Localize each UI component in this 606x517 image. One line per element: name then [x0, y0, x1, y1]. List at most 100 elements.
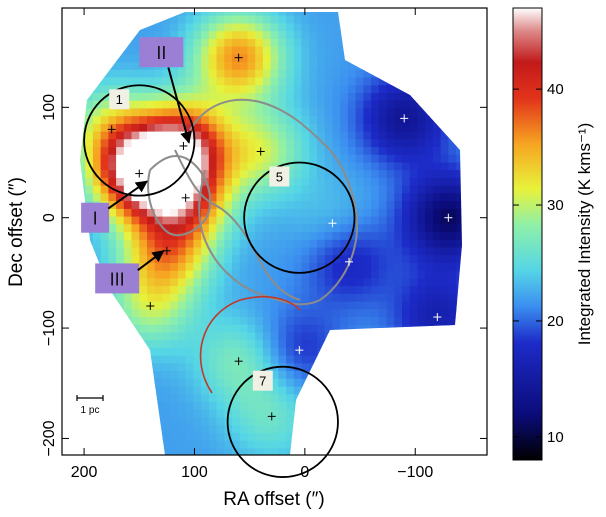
heatmap-cell	[162, 69, 171, 79]
heatmap-cell	[425, 224, 434, 233]
heatmap-cell	[201, 363, 210, 372]
heatmap-cell	[456, 263, 462, 272]
heatmap-cell	[247, 409, 256, 418]
heatmap-cell	[239, 340, 248, 349]
heatmap-cell	[425, 193, 434, 202]
heatmap-cell	[301, 154, 310, 164]
heatmap-cell	[247, 232, 256, 241]
heatmap-cell	[340, 162, 349, 171]
heatmap-cell	[347, 263, 357, 272]
heatmap-cell	[92, 108, 102, 117]
heatmap-cell	[371, 178, 380, 187]
heatmap-cell	[170, 216, 179, 225]
heatmap-cell	[440, 278, 449, 287]
heatmap-cell	[201, 208, 210, 218]
heatmap-cell	[247, 123, 256, 133]
heatmap-cell	[317, 340, 326, 349]
heatmap-cell	[309, 324, 318, 334]
heatmap-cell	[425, 247, 434, 256]
heatmap-cell	[255, 201, 264, 210]
heatmap-cell	[309, 12, 318, 17]
heatmap-cell	[417, 123, 426, 133]
heatmap-cell	[286, 232, 295, 241]
heatmap-cell	[324, 139, 333, 148]
heatmap-cell	[123, 208, 133, 218]
heatmap-cell	[247, 347, 256, 357]
heatmap-cell	[80, 170, 86, 179]
heatmap-cell	[363, 123, 372, 133]
region-arrow	[137, 250, 165, 272]
heatmap-cell	[177, 425, 187, 434]
heatmap-cell	[147, 131, 156, 140]
heatmap-cell	[301, 69, 310, 79]
heatmap-cell	[239, 402, 248, 411]
heatmap-cell	[224, 440, 233, 449]
heatmap-cell	[371, 154, 380, 164]
heatmap-cell	[247, 317, 256, 326]
heatmap-cell	[216, 170, 225, 179]
heatmap-cell	[371, 108, 380, 117]
heatmap-cell	[317, 38, 326, 48]
region-label: I	[93, 209, 98, 229]
heatmap-cell	[208, 123, 218, 133]
heatmap-cell	[80, 178, 86, 187]
heatmap-cell	[224, 108, 233, 117]
heatmap-cell	[208, 440, 218, 449]
heatmap-cell	[371, 116, 380, 125]
heatmap-cell	[216, 62, 225, 71]
heatmap-cell	[448, 201, 457, 210]
heatmap-cell	[270, 108, 279, 117]
heatmap-cell	[371, 170, 380, 179]
heatmap-cell	[371, 239, 380, 249]
heatmap-cell	[216, 38, 225, 48]
heatmap-cell	[409, 139, 418, 148]
heatmap-cell	[347, 270, 357, 279]
heatmap-cell	[139, 85, 148, 94]
heatmap-cell	[185, 355, 194, 364]
y-tick-label: 100	[41, 94, 58, 121]
heatmap-cell	[332, 147, 341, 156]
heatmap-cell	[154, 286, 163, 295]
heatmap-cell	[270, 417, 279, 426]
heatmap-cell	[402, 317, 411, 326]
heatmap-cell	[378, 108, 388, 117]
heatmap-cell	[386, 232, 395, 241]
heatmap-cell	[216, 147, 225, 156]
heatmap-cell	[363, 131, 372, 140]
heatmap-cell	[247, 440, 256, 449]
heatmap-cell	[301, 224, 310, 233]
heatmap-cell	[147, 154, 156, 164]
heatmap-cell	[224, 355, 233, 364]
heatmap-cell	[255, 123, 264, 133]
heatmap-cell	[278, 224, 287, 233]
heatmap-cell	[100, 247, 109, 256]
heatmap-cell	[324, 216, 333, 225]
heatmap-cell	[270, 378, 279, 388]
heatmap-cell	[448, 139, 457, 148]
heatmap-cell	[417, 147, 426, 156]
heatmap-cell	[92, 193, 102, 202]
heatmap-cell	[123, 123, 133, 133]
heatmap-cell	[247, 340, 256, 349]
heatmap-cell	[193, 69, 202, 79]
heatmap-cell	[270, 409, 279, 418]
heatmap-cell	[425, 301, 434, 310]
heatmap-cell	[147, 239, 156, 249]
heatmap-cell	[386, 93, 395, 102]
heatmap-cell	[247, 301, 256, 310]
heatmap-cell	[255, 332, 264, 341]
heatmap-cell	[417, 255, 426, 264]
heatmap-cell	[239, 255, 248, 264]
heatmap-cell	[286, 324, 295, 334]
heatmap-cell	[355, 270, 364, 279]
heatmap-cell	[131, 193, 140, 202]
heatmap-cell	[154, 347, 163, 357]
heatmap-cell	[108, 123, 117, 133]
heatmap-cell	[309, 232, 318, 241]
heatmap-cell	[278, 239, 287, 249]
heatmap-cell	[409, 309, 418, 318]
heatmap-cell	[208, 239, 218, 249]
heatmap-cell	[440, 247, 449, 256]
heatmap-cell	[425, 185, 434, 194]
